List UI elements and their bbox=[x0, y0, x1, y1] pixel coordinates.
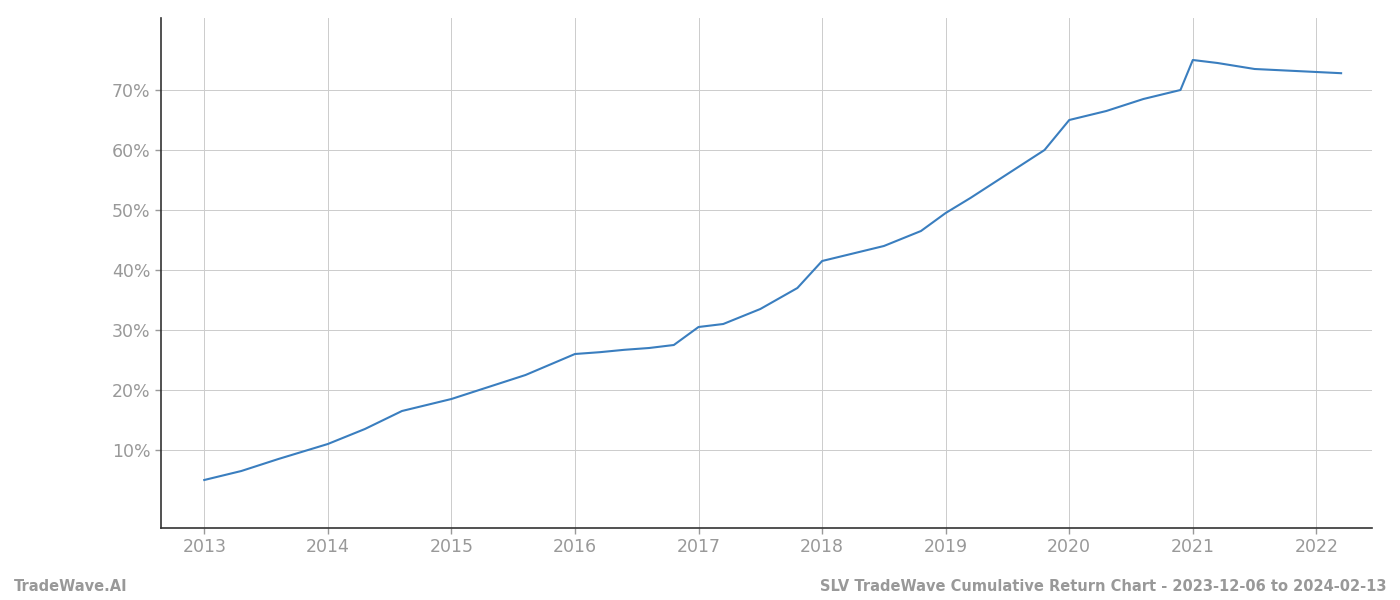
Text: TradeWave.AI: TradeWave.AI bbox=[14, 579, 127, 594]
Text: SLV TradeWave Cumulative Return Chart - 2023-12-06 to 2024-02-13: SLV TradeWave Cumulative Return Chart - … bbox=[819, 579, 1386, 594]
